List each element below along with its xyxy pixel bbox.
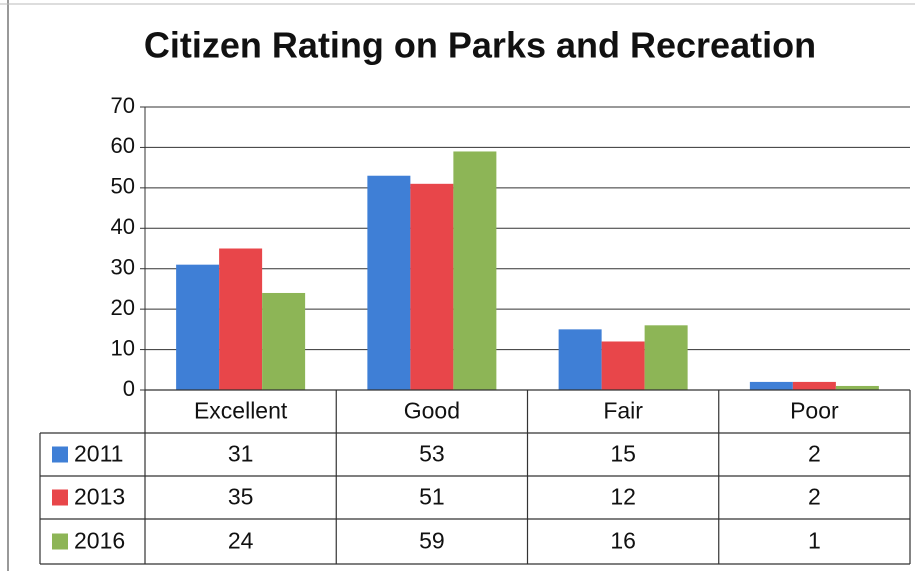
bar <box>644 325 688 390</box>
table-cell: 59 <box>419 528 445 554</box>
legend-swatch <box>52 489 68 506</box>
bar <box>367 175 411 390</box>
table-cell: 15 <box>610 441 636 467</box>
x-tick-label: Excellent <box>194 398 288 424</box>
bar <box>749 381 793 390</box>
y-tick-label: 20 <box>111 295 135 320</box>
bar <box>453 151 497 390</box>
table-cell: 31 <box>228 441 254 467</box>
y-tick-label: 40 <box>111 214 135 239</box>
legend-label: 2013 <box>74 484 125 510</box>
table-cell: 12 <box>610 484 636 510</box>
chart-title: Citizen Rating on Parks and Recreation <box>144 25 816 66</box>
bar <box>219 248 263 390</box>
legend-swatch <box>52 446 68 463</box>
table-cell: 2 <box>808 441 821 467</box>
table-cell: 2 <box>808 484 821 510</box>
table-cell: 35 <box>228 484 254 510</box>
bar <box>558 329 602 390</box>
x-tick-label: Poor <box>790 398 839 424</box>
table-cell: 1 <box>808 528 821 554</box>
x-tick-label: Good <box>404 398 460 424</box>
bar <box>835 385 879 390</box>
bar <box>176 264 220 390</box>
y-tick-label: 70 <box>111 93 135 118</box>
x-tick-label: Fair <box>603 398 643 424</box>
table-cell: 16 <box>610 528 636 554</box>
legend-label: 2016 <box>74 528 125 554</box>
bar <box>262 292 306 390</box>
legend-label: 2011 <box>74 441 123 467</box>
y-tick-label: 30 <box>111 255 135 280</box>
bar <box>792 381 836 390</box>
y-tick-label: 60 <box>111 133 135 158</box>
bar <box>601 341 645 390</box>
legend-swatch <box>52 533 68 550</box>
table-cell: 53 <box>419 441 445 467</box>
y-tick-label: 10 <box>111 335 135 360</box>
bar <box>410 183 454 390</box>
table-cell: 51 <box>419 484 445 510</box>
y-tick-label: 50 <box>111 174 135 199</box>
y-tick-label: 0 <box>123 376 135 401</box>
table-cell: 24 <box>228 528 254 554</box>
